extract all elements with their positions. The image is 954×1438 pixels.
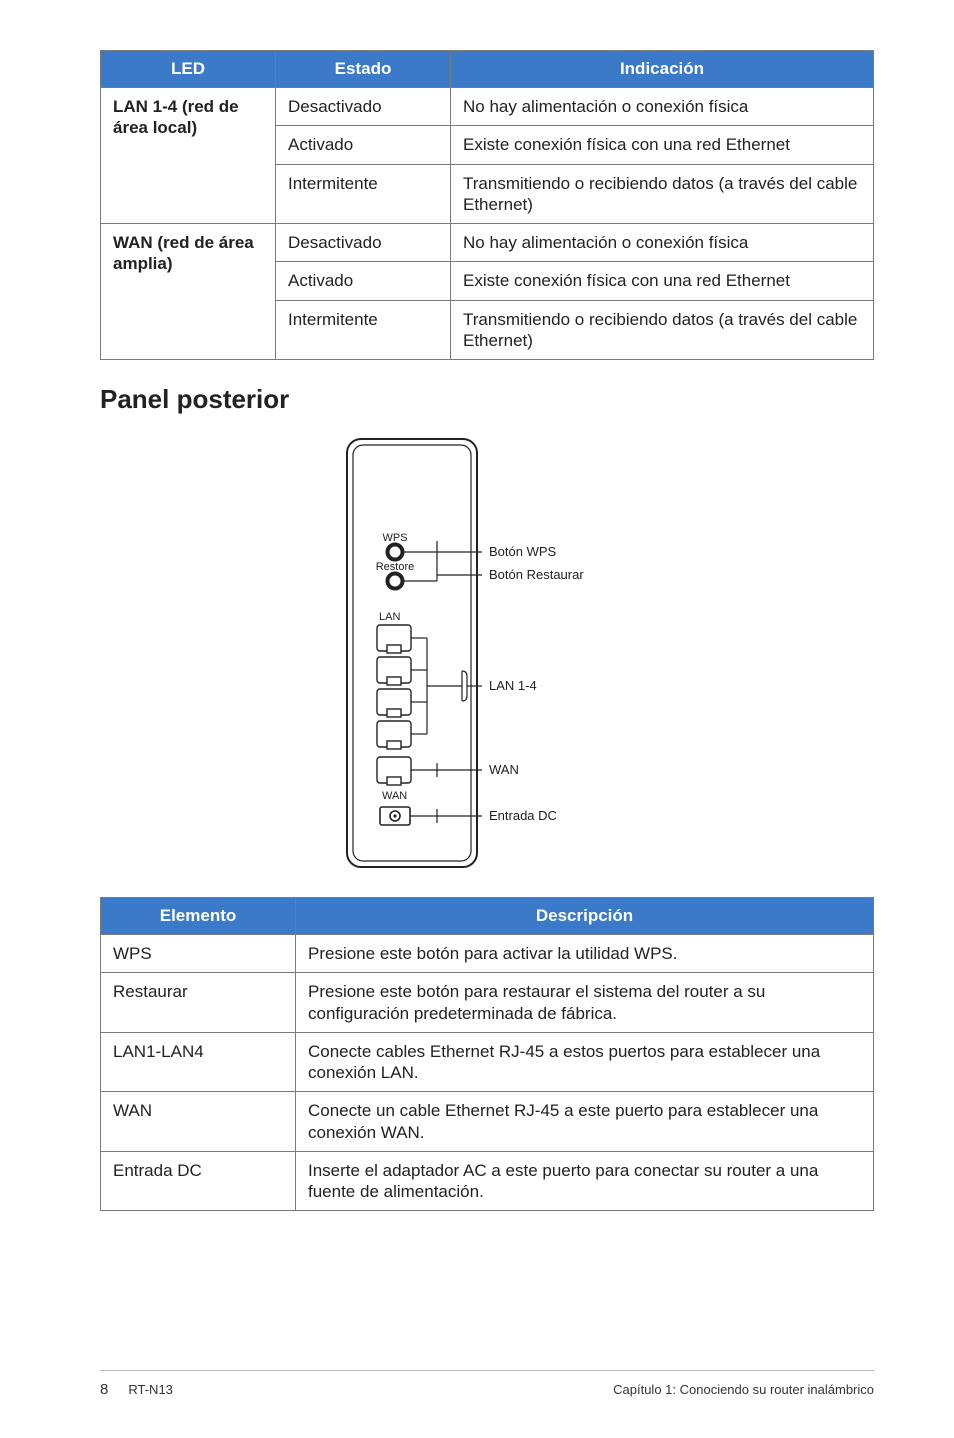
cell-indic: Existe conexión física con una red Ether… bbox=[451, 126, 874, 164]
cell-estado: Activado bbox=[276, 126, 451, 164]
th-led: LED bbox=[101, 51, 276, 88]
cell-indic: Transmitiendo o recibiendo datos (a trav… bbox=[451, 300, 874, 360]
wps-label: WPS bbox=[382, 532, 407, 544]
cell-estado: Intermitente bbox=[276, 164, 451, 224]
lan-group-label: LAN bbox=[379, 611, 400, 623]
table-row: LAN1-LAN4 Conecte cables Ethernet RJ-45 … bbox=[101, 1032, 874, 1092]
table-row: WAN Conecte un cable Ethernet RJ-45 a es… bbox=[101, 1092, 874, 1152]
cell-elem: Restaurar bbox=[101, 973, 296, 1033]
cell-elem: WPS bbox=[101, 935, 296, 973]
panel-posterior-heading: Panel posterior bbox=[100, 384, 874, 415]
cell-desc: Presione este botón para activar la util… bbox=[296, 935, 874, 973]
th-indicacion: Indicación bbox=[451, 51, 874, 88]
cell-elem: Entrada DC bbox=[101, 1151, 296, 1211]
wan-callout: WAN bbox=[489, 762, 519, 777]
cell-desc: Inserte el adaptador AC a este puerto pa… bbox=[296, 1151, 874, 1211]
table-row: WAN (red de área amplia) Desactivado No … bbox=[101, 224, 874, 262]
cell-estado: Desactivado bbox=[276, 224, 451, 262]
cell-estado: Desactivado bbox=[276, 88, 451, 126]
cell-estado: Intermitente bbox=[276, 300, 451, 360]
restore-label: Restore bbox=[376, 561, 415, 573]
element-description-table: Elemento Descripción WPS Presione este b… bbox=[100, 897, 874, 1211]
table-row: LAN 1-4 (red de área local) Desactivado … bbox=[101, 88, 874, 126]
lan-callout: LAN 1-4 bbox=[489, 678, 537, 693]
cell-indic: No hay alimentación o conexión física bbox=[451, 88, 874, 126]
cell-indic: No hay alimentación o conexión física bbox=[451, 224, 874, 262]
th-elemento: Elemento bbox=[101, 898, 296, 935]
cell-estado: Activado bbox=[276, 262, 451, 300]
wps-callout: Botón WPS bbox=[489, 544, 557, 559]
cell-led: LAN 1-4 (red de área local) bbox=[101, 88, 276, 224]
cell-desc: Conecte un cable Ethernet RJ-45 a este p… bbox=[296, 1092, 874, 1152]
dc-callout: Entrada DC bbox=[489, 808, 557, 823]
page-number: 8 bbox=[100, 1381, 108, 1398]
th-descripcion: Descripción bbox=[296, 898, 874, 935]
cell-desc: Conecte cables Ethernet RJ-45 a estos pu… bbox=[296, 1032, 874, 1092]
page-footer: 8 RT-N13 Capítulo 1: Conociendo su route… bbox=[100, 1370, 874, 1398]
restore-callout: Botón Restaurar bbox=[489, 567, 584, 582]
led-status-table: LED Estado Indicación LAN 1-4 (red de ár… bbox=[100, 50, 874, 360]
th-estado: Estado bbox=[276, 51, 451, 88]
wan-port-label: WAN bbox=[382, 790, 407, 802]
cell-elem: LAN1-LAN4 bbox=[101, 1032, 296, 1092]
cell-indic: Existe conexión física con una red Ether… bbox=[451, 262, 874, 300]
table-row: Entrada DC Inserte el adaptador AC a est… bbox=[101, 1151, 874, 1211]
cell-indic: Transmitiendo o recibiendo datos (a trav… bbox=[451, 164, 874, 224]
rear-panel-diagram: WPS Botón WPS Restore Botón Restaurar LA… bbox=[100, 433, 874, 873]
table-row: Restaurar Presione este botón para resta… bbox=[101, 973, 874, 1033]
footer-chapter: Capítulo 1: Conociendo su router inalámb… bbox=[613, 1382, 874, 1397]
cell-led: WAN (red de área amplia) bbox=[101, 224, 276, 360]
cell-desc: Presione este botón para restaurar el si… bbox=[296, 973, 874, 1033]
cell-elem: WAN bbox=[101, 1092, 296, 1152]
footer-model: RT-N13 bbox=[128, 1382, 173, 1397]
table-row: WPS Presione este botón para activar la … bbox=[101, 935, 874, 973]
